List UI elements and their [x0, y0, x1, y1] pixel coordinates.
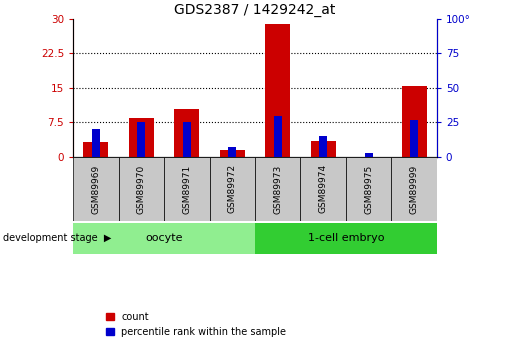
Bar	[228, 147, 236, 157]
Bar	[73, 157, 119, 221]
Bar	[119, 157, 164, 221]
Text: GSM89975: GSM89975	[364, 164, 373, 214]
Bar	[255, 223, 437, 254]
Bar	[183, 122, 191, 157]
Text: GSM89973: GSM89973	[273, 164, 282, 214]
Bar	[210, 157, 255, 221]
Bar	[365, 153, 373, 157]
Text: GSM89972: GSM89972	[228, 164, 237, 214]
Bar	[164, 157, 210, 221]
Bar	[129, 118, 154, 157]
Text: GSM89971: GSM89971	[182, 164, 191, 214]
Bar	[274, 116, 282, 157]
Bar	[346, 157, 391, 221]
Bar	[220, 150, 245, 157]
Bar	[311, 141, 336, 157]
Text: development stage  ▶: development stage ▶	[3, 233, 111, 243]
Title: GDS2387 / 1429242_at: GDS2387 / 1429242_at	[174, 2, 336, 17]
Bar	[410, 120, 418, 157]
Text: 1-cell embryo: 1-cell embryo	[308, 233, 384, 243]
Bar	[300, 157, 346, 221]
Bar	[92, 129, 100, 157]
Text: GSM89969: GSM89969	[91, 164, 100, 214]
Text: GSM89999: GSM89999	[410, 164, 419, 214]
Text: oocyte: oocyte	[145, 233, 183, 243]
Bar	[137, 122, 145, 157]
Bar	[174, 109, 199, 157]
Bar	[319, 136, 327, 157]
Bar	[73, 223, 255, 254]
Legend: count, percentile rank within the sample: count, percentile rank within the sample	[106, 312, 286, 337]
Bar	[391, 157, 437, 221]
Bar	[255, 157, 300, 221]
Text: GSM89974: GSM89974	[319, 164, 328, 214]
Bar	[401, 86, 427, 157]
Bar	[265, 23, 290, 157]
Text: GSM89970: GSM89970	[137, 164, 146, 214]
Bar	[83, 142, 109, 157]
